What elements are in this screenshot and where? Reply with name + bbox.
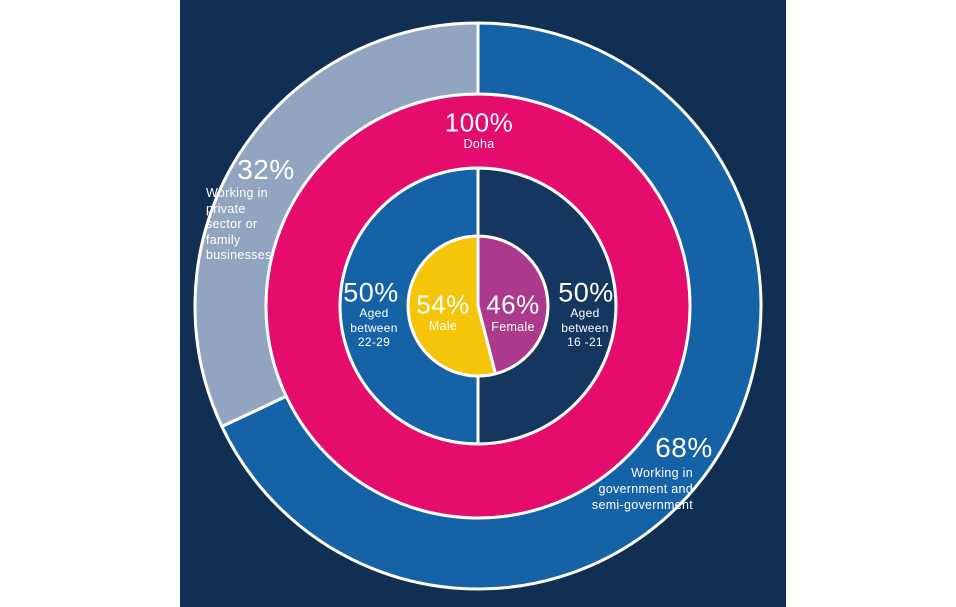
- label-age-22-29-percent: 50%: [343, 277, 399, 308]
- label-doha-percent: 100%: [444, 107, 514, 138]
- label-male: Male: [428, 319, 458, 333]
- label-age-16-21-percent: 50%: [558, 277, 614, 308]
- segment-government: [220, 21, 763, 591]
- label-doha: Doha: [463, 137, 495, 151]
- donut-svg: [193, 21, 763, 591]
- label-age-16-21-caption: Aged between 16 -21: [561, 306, 609, 349]
- label-private-caption: Working in private sector or family busi…: [206, 186, 272, 262]
- label-female: Female: [491, 320, 535, 334]
- concentric-donut-chart: [188, 16, 768, 596]
- segment-private: [193, 21, 480, 428]
- label-government-caption: Working in government and semi-governmen…: [591, 466, 693, 512]
- label-female-percent: 46%: [486, 289, 540, 320]
- label-government-percent: 68%: [655, 432, 713, 463]
- label-age-22-29-caption: Aged between 22-29: [350, 306, 398, 349]
- label-private-percent: 32%: [237, 154, 295, 185]
- label-male-percent: 54%: [416, 289, 470, 320]
